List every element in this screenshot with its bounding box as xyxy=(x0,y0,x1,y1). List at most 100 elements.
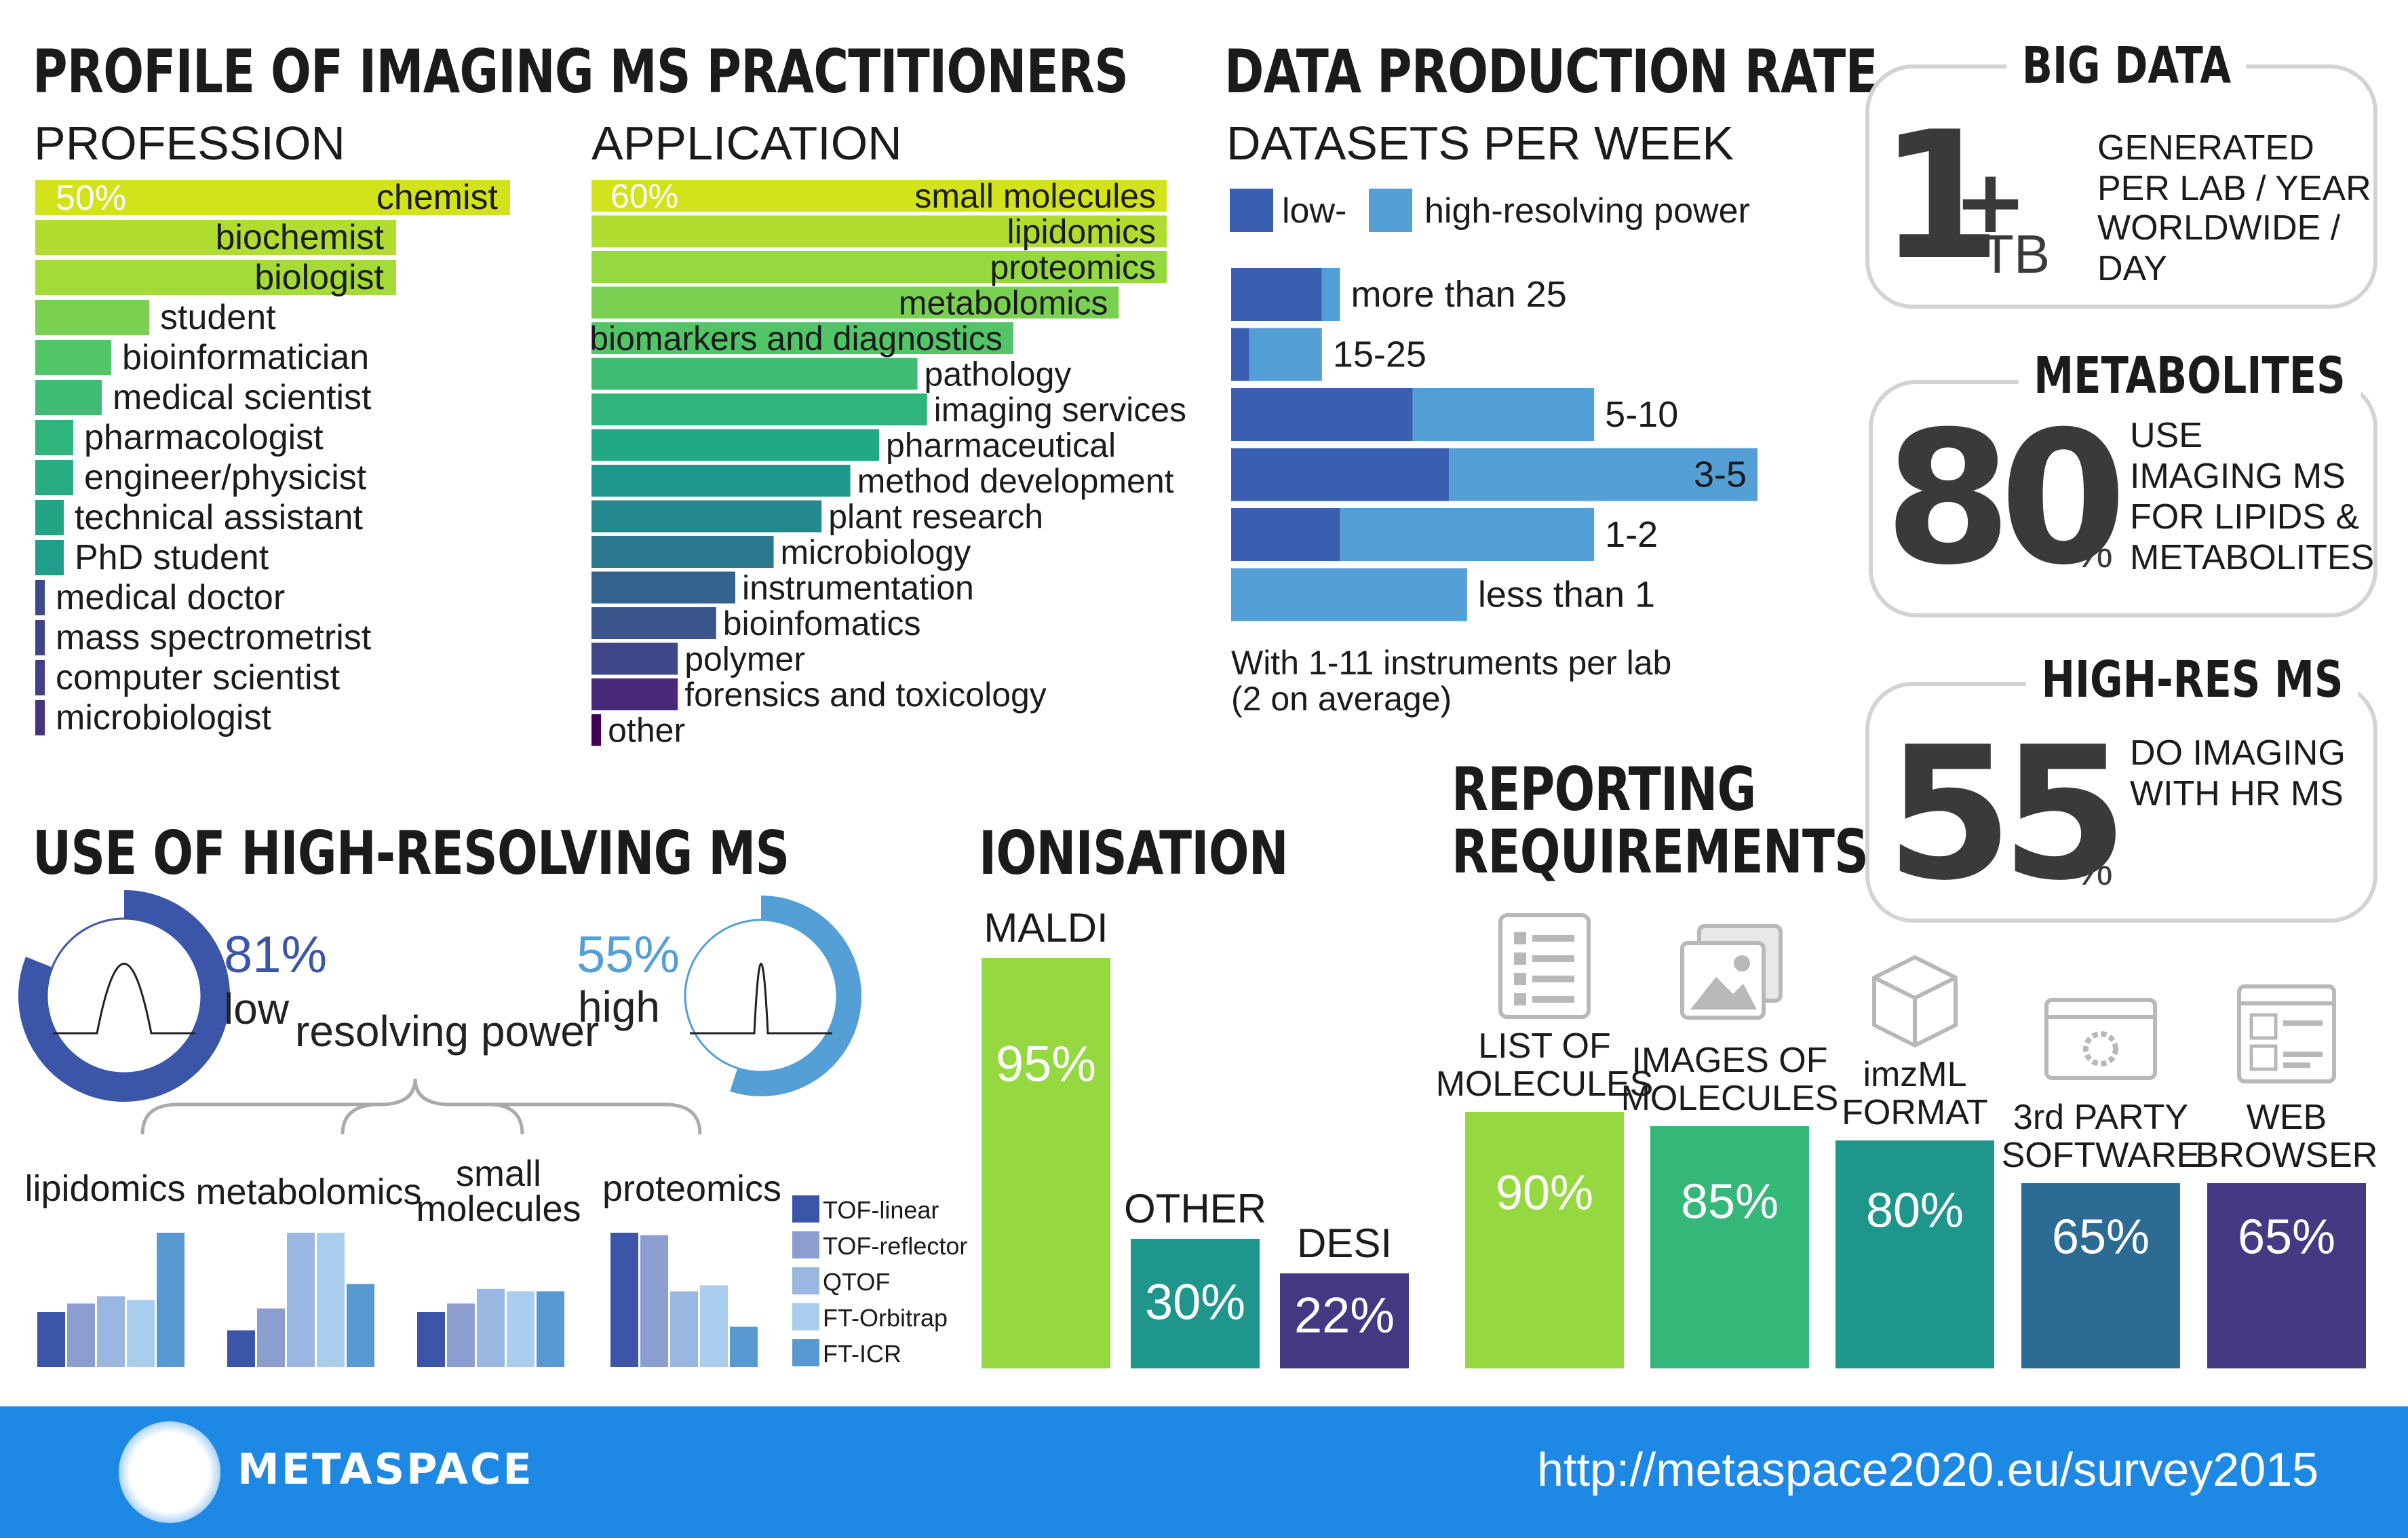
profession-label: microbiologist xyxy=(56,698,271,737)
hrms-category-label: small xyxy=(456,1153,541,1194)
high-resolving-donut-inner xyxy=(684,919,838,1073)
profession-bar xyxy=(35,620,45,655)
list-icon xyxy=(1532,935,1574,942)
low-resolving-donut-peak-icon xyxy=(53,963,195,1035)
rate-note-line2: (2 on average) xyxy=(1231,680,1452,718)
ionisation-label: MALDI xyxy=(984,905,1108,950)
dataset-label: 15-25 xyxy=(1333,334,1426,375)
reporting-label: MOLECULES xyxy=(1436,1064,1654,1104)
dataset-label: 1-2 xyxy=(1605,514,1658,555)
hrms-legend-swatch xyxy=(792,1339,819,1366)
legend-swatch-high xyxy=(1369,189,1412,232)
profession-bar xyxy=(35,380,102,415)
browser-icon xyxy=(2283,1052,2323,1057)
high-resolving-donut-arc xyxy=(661,896,861,1096)
application-bar xyxy=(591,393,927,425)
profession-label: technical assistant xyxy=(75,498,363,537)
dataset-bar-high xyxy=(1340,508,1595,561)
hires-unit: % xyxy=(2074,845,2113,894)
application-first-value: 60% xyxy=(610,177,678,215)
ionisation-value: 95% xyxy=(996,1036,1096,1092)
hrms-bar xyxy=(670,1291,698,1367)
list-icon xyxy=(1532,976,1574,982)
metabolites-title: METABOLITES xyxy=(2018,351,2361,401)
hrms-bar xyxy=(257,1308,285,1367)
dataset-label: more than 25 xyxy=(1351,274,1567,315)
dataset-bar-high xyxy=(1231,568,1467,621)
legend-label-high: high-resolving power xyxy=(1424,191,1750,231)
bigdata-unit: TB xyxy=(1981,224,2051,284)
metabolites-line4: METABOLITES xyxy=(2130,538,2375,577)
profession-bar xyxy=(35,420,73,455)
reporting-label: imzML xyxy=(1863,1055,1966,1094)
hrms-category-label: proteomics xyxy=(602,1168,781,1209)
metabolites-line3: FOR LIPIDS & xyxy=(2130,497,2360,537)
profession-bar xyxy=(35,540,64,575)
dataset-bar-high xyxy=(1412,388,1595,441)
dataset-bar-low xyxy=(1231,388,1413,441)
hrms-bar xyxy=(317,1233,345,1367)
hrms-bar xyxy=(447,1303,475,1367)
hires-title: HIGH-RES MS xyxy=(2026,655,2358,705)
list-icon xyxy=(1514,973,1526,985)
application-label: microbiology xyxy=(781,533,971,571)
profession-label: PhD student xyxy=(75,538,269,577)
application-label: imaging services xyxy=(934,391,1186,429)
profession-label: chemist xyxy=(376,178,499,217)
low-resolving-donut-inner xyxy=(45,917,203,1075)
hrms-bar xyxy=(127,1300,155,1367)
hrms-bar xyxy=(347,1284,374,1367)
cube-icon xyxy=(1872,955,1958,1047)
application-bar xyxy=(591,429,879,461)
application-label: metabolomics xyxy=(899,284,1108,322)
hrms-high-label: high xyxy=(578,982,660,1031)
reporting-value: 80% xyxy=(1866,1184,1964,1238)
hrms-legend-label: TOF-reflector xyxy=(823,1232,967,1260)
profession-bar xyxy=(35,660,45,695)
legend-label-low: low- xyxy=(1282,191,1346,231)
profession-bar xyxy=(35,700,45,735)
profession-label: bioinformatician xyxy=(122,338,369,377)
datasets-title: DATASETS PER WEEK xyxy=(1226,117,1734,170)
hrms-high-pct: 55% xyxy=(577,926,680,984)
metabolites-number: 80 xyxy=(1884,391,2127,605)
profession-title: PROFESSION xyxy=(34,117,345,170)
reporting-bar xyxy=(1836,1140,1994,1368)
reporting-label: BROWSER xyxy=(2196,1136,2378,1175)
legend-swatch-low xyxy=(1230,189,1273,232)
dataset-bar-low xyxy=(1231,508,1340,561)
profession-label: biochemist xyxy=(215,218,384,257)
profession-label: pharmacologist xyxy=(84,418,324,457)
bigdata-line1: GENERATED xyxy=(2097,128,2314,168)
hires-card xyxy=(1865,682,2377,923)
profession-label: medical doctor xyxy=(56,578,285,617)
hrms-bar xyxy=(640,1235,668,1367)
hrms-bar xyxy=(417,1312,445,1367)
hrms-legend-label: FT-ICR xyxy=(823,1340,901,1368)
images-icon xyxy=(1734,955,1750,972)
profession-label: biologist xyxy=(254,258,384,297)
hrms-bar xyxy=(37,1312,65,1367)
list-icon xyxy=(1498,913,1591,1019)
profession-bar xyxy=(35,300,149,335)
profession-bar xyxy=(35,180,510,215)
profession-label: medical scientist xyxy=(113,378,372,417)
list-icon xyxy=(1532,955,1574,962)
metabolites-unit: % xyxy=(2074,528,2113,577)
profession-label: computer scientist xyxy=(56,658,341,697)
hrms-legend-label: FT-Orbitrap xyxy=(823,1304,948,1332)
hrms-bar xyxy=(610,1233,638,1367)
ionisation-value: 30% xyxy=(1145,1273,1245,1330)
browser-icon xyxy=(2249,1013,2278,1040)
software-icon xyxy=(2083,1031,2118,1066)
footer-url[interactable]: http://metaspace2020.eu/survey2015 xyxy=(1537,1443,2318,1496)
bigdata-plus: + xyxy=(1954,150,2027,253)
application-bar xyxy=(591,607,716,639)
ionisation-label: OTHER xyxy=(1124,1186,1266,1231)
dataset-bar-high xyxy=(1321,268,1340,321)
profession-bar xyxy=(35,580,45,615)
hrms-low-pct: 81% xyxy=(224,926,328,984)
application-bar xyxy=(591,251,1167,283)
list-icon xyxy=(1514,993,1526,1005)
hires-line2: WITH HR MS xyxy=(2130,774,2344,813)
